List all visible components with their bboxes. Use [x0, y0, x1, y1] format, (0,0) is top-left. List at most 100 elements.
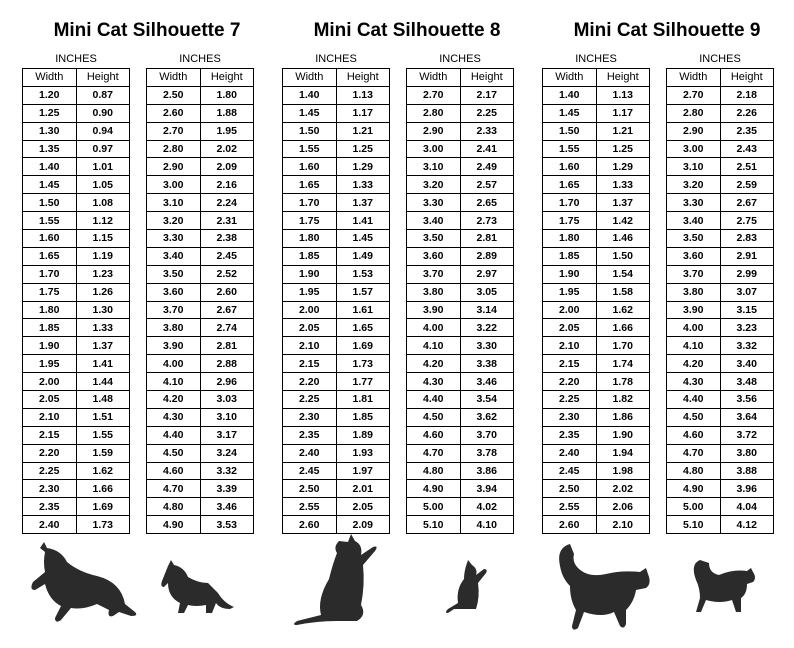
table-cell: 3.10 [199, 407, 254, 427]
section-title: Mini Cat Silhouette 9 [573, 20, 761, 41]
table-row: 2.80 2.02 [146, 139, 254, 159]
table-cell: 5.10 [406, 515, 461, 535]
table-cell: 3.00 [406, 139, 461, 159]
table-row: 2.35 1.69 [22, 497, 130, 517]
table-cell: 3.90 [146, 336, 201, 356]
table-cell: 2.17 [459, 85, 514, 105]
table-cell: 2.20 [282, 372, 337, 392]
table-row: 2.35 1.89 [282, 425, 390, 445]
table-row: 5.10 4.12 [666, 515, 774, 535]
table-cell: 1.55 [542, 139, 597, 159]
table-row: 3.20 2.59 [666, 175, 774, 195]
table-cell: 1.65 [282, 175, 337, 195]
table-cell: 4.00 [146, 354, 201, 374]
table-row: 3.10 2.49 [406, 157, 514, 177]
table-row: 1.65 1.19 [22, 246, 130, 266]
table-cell: 1.42 [595, 211, 650, 231]
table-row: 3.70 2.67 [146, 300, 254, 320]
table-cell: 3.30 [459, 336, 514, 356]
table-row: 4.90 3.96 [666, 479, 774, 499]
table-cell: 1.60 [282, 157, 337, 177]
table-cell: 2.05 [542, 318, 597, 338]
table-cell: 4.02 [459, 497, 514, 517]
header-row: Width Height [542, 68, 650, 87]
table-cell: 4.60 [146, 461, 201, 481]
table-cell: 3.24 [199, 443, 254, 463]
table-row: 4.00 2.88 [146, 354, 254, 374]
table-cell: 1.61 [335, 300, 390, 320]
table-cell: 1.80 [282, 229, 337, 248]
table-cell: 2.15 [22, 425, 77, 445]
table-cell: 3.50 [666, 229, 721, 248]
table-cell: 2.80 [406, 103, 461, 123]
table-cell: 2.50 [282, 479, 337, 499]
table-cell: 3.90 [406, 300, 461, 320]
table-cell: 2.57 [459, 175, 514, 195]
table-row: 2.15 1.73 [282, 354, 390, 374]
table-cell: 2.75 [719, 211, 774, 231]
column-header: Height [719, 68, 774, 87]
table-cell: 1.60 [542, 157, 597, 177]
table-row: 1.85 1.49 [282, 246, 390, 266]
size-table: Width Height 1.40 1.13 1.45 1.17 1.50 1.21 1.55 1… [282, 68, 390, 535]
table-row: 1.75 1.41 [282, 211, 390, 231]
table-row: 3.50 2.52 [146, 264, 254, 284]
table-cell: 2.55 [282, 497, 337, 517]
table-cell: 1.29 [595, 157, 650, 177]
table-row: 2.30 1.66 [22, 479, 130, 499]
table-row: 2.40 1.73 [22, 515, 130, 535]
table-row: 1.90 1.37 [22, 336, 130, 356]
table-cell: 4.04 [719, 497, 774, 517]
table-row: 2.50 1.80 [146, 85, 254, 105]
table-cell: 3.72 [719, 425, 774, 445]
table-cell: 1.81 [335, 390, 390, 409]
table-cell: 2.20 [22, 443, 77, 463]
table-row: 1.95 1.41 [22, 354, 130, 374]
table-cell: 3.60 [406, 246, 461, 266]
table-row: 3.00 2.41 [406, 139, 514, 159]
column-header: Width [542, 68, 597, 87]
table-cell: 4.60 [666, 425, 721, 445]
table-cell: 3.80 [719, 443, 774, 463]
table-cell: 4.60 [406, 425, 461, 445]
table-row: 4.30 3.48 [666, 372, 774, 392]
table-cell: 2.45 [542, 461, 597, 481]
size-table: Width Height 2.70 2.18 2.80 2.26 2.90 2.35 3.00 2… [666, 68, 774, 535]
table-row: 4.50 3.62 [406, 407, 514, 427]
table-cell: 1.40 [542, 85, 597, 105]
table-cell: 1.90 [22, 336, 77, 356]
table-cell: 3.32 [199, 461, 254, 481]
table-cell: 1.40 [22, 157, 77, 177]
table-cell: 2.18 [719, 85, 774, 105]
table-cell: 4.90 [666, 479, 721, 499]
table-cell: 3.20 [146, 211, 201, 231]
table-cell: 1.25 [595, 139, 650, 159]
table-cell: 2.10 [22, 407, 77, 427]
table-cell: 2.88 [199, 354, 254, 374]
table-row: 3.90 3.14 [406, 300, 514, 320]
table-cell: 3.80 [146, 318, 201, 338]
table-cell: 3.80 [406, 282, 461, 302]
table-cell: 4.70 [666, 443, 721, 463]
table-cell: 1.30 [75, 300, 130, 320]
table-cell: 1.95 [199, 121, 254, 141]
table-cell: 3.48 [719, 372, 774, 392]
table-cell: 1.01 [75, 157, 130, 177]
table-cell: 3.70 [666, 264, 721, 284]
table-cell: 4.20 [666, 354, 721, 374]
table-cell: 1.15 [75, 229, 130, 248]
header-row: Width Height [666, 68, 774, 87]
table-cell: 1.50 [22, 193, 77, 213]
table-cell: 4.10 [406, 336, 461, 356]
table-cell: 1.13 [335, 85, 390, 105]
column-header: Height [459, 68, 514, 87]
table-cell: 2.90 [666, 121, 721, 141]
table-cell: 1.45 [22, 175, 77, 195]
table-cell: 2.96 [199, 372, 254, 392]
table-cell: 2.81 [459, 229, 514, 248]
table-cell: 3.46 [199, 497, 254, 517]
table-cell: 2.00 [22, 372, 77, 392]
table-cell: 1.30 [22, 121, 77, 141]
table-cell: 2.15 [542, 354, 597, 374]
table-cell: 1.74 [595, 354, 650, 374]
